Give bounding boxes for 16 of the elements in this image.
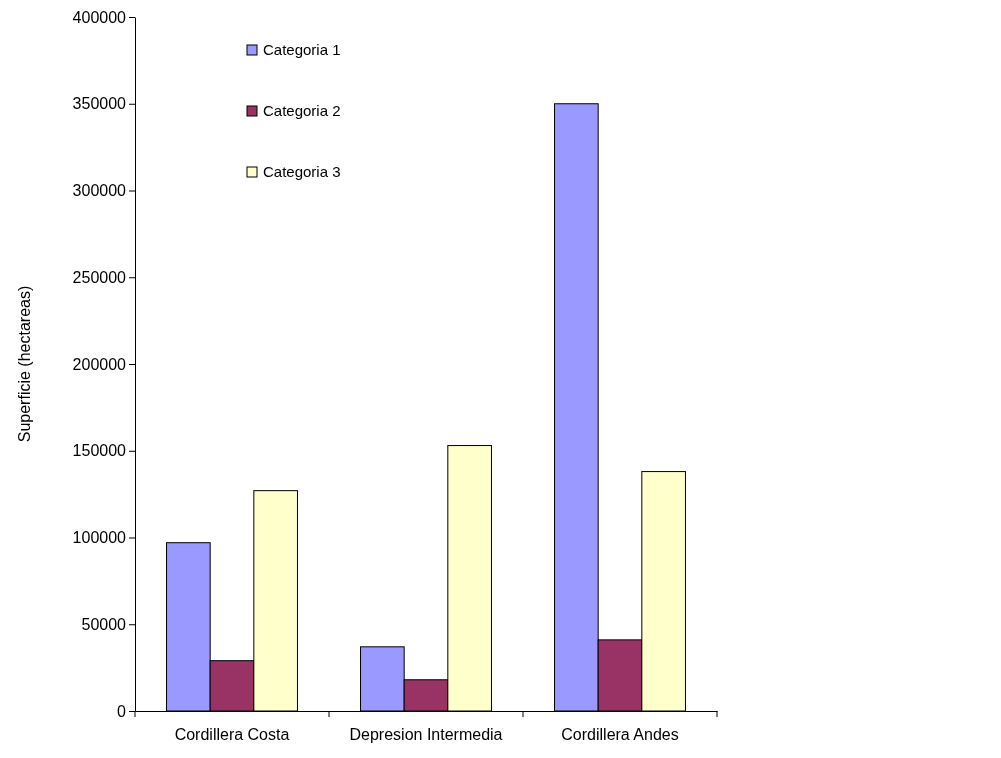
y-tick-label: 400000 — [72, 8, 127, 26]
y-tick-label: 100000 — [72, 529, 127, 547]
y-tick-label: 350000 — [72, 95, 127, 113]
y-axis-title: Superficie (hectareas) — [16, 285, 33, 443]
y-tick-label: 250000 — [72, 268, 127, 286]
y-tick-label: 200000 — [72, 355, 127, 373]
x-tick-label: Cordillera Andes — [561, 725, 679, 743]
y-tick-label: 50000 — [81, 615, 127, 633]
legend-label: Categoria 3 — [263, 163, 341, 180]
y-tick-label: 150000 — [72, 442, 127, 460]
x-tick-label: Cordillera Costa — [174, 725, 290, 743]
y-tick-label: 0 — [117, 702, 127, 720]
legend-label: Categoria 1 — [263, 41, 341, 58]
y-tick-label: 300000 — [72, 182, 127, 200]
legend-label: Categoria 2 — [263, 102, 341, 119]
x-tick-label: Depresion Intermedia — [349, 725, 503, 743]
